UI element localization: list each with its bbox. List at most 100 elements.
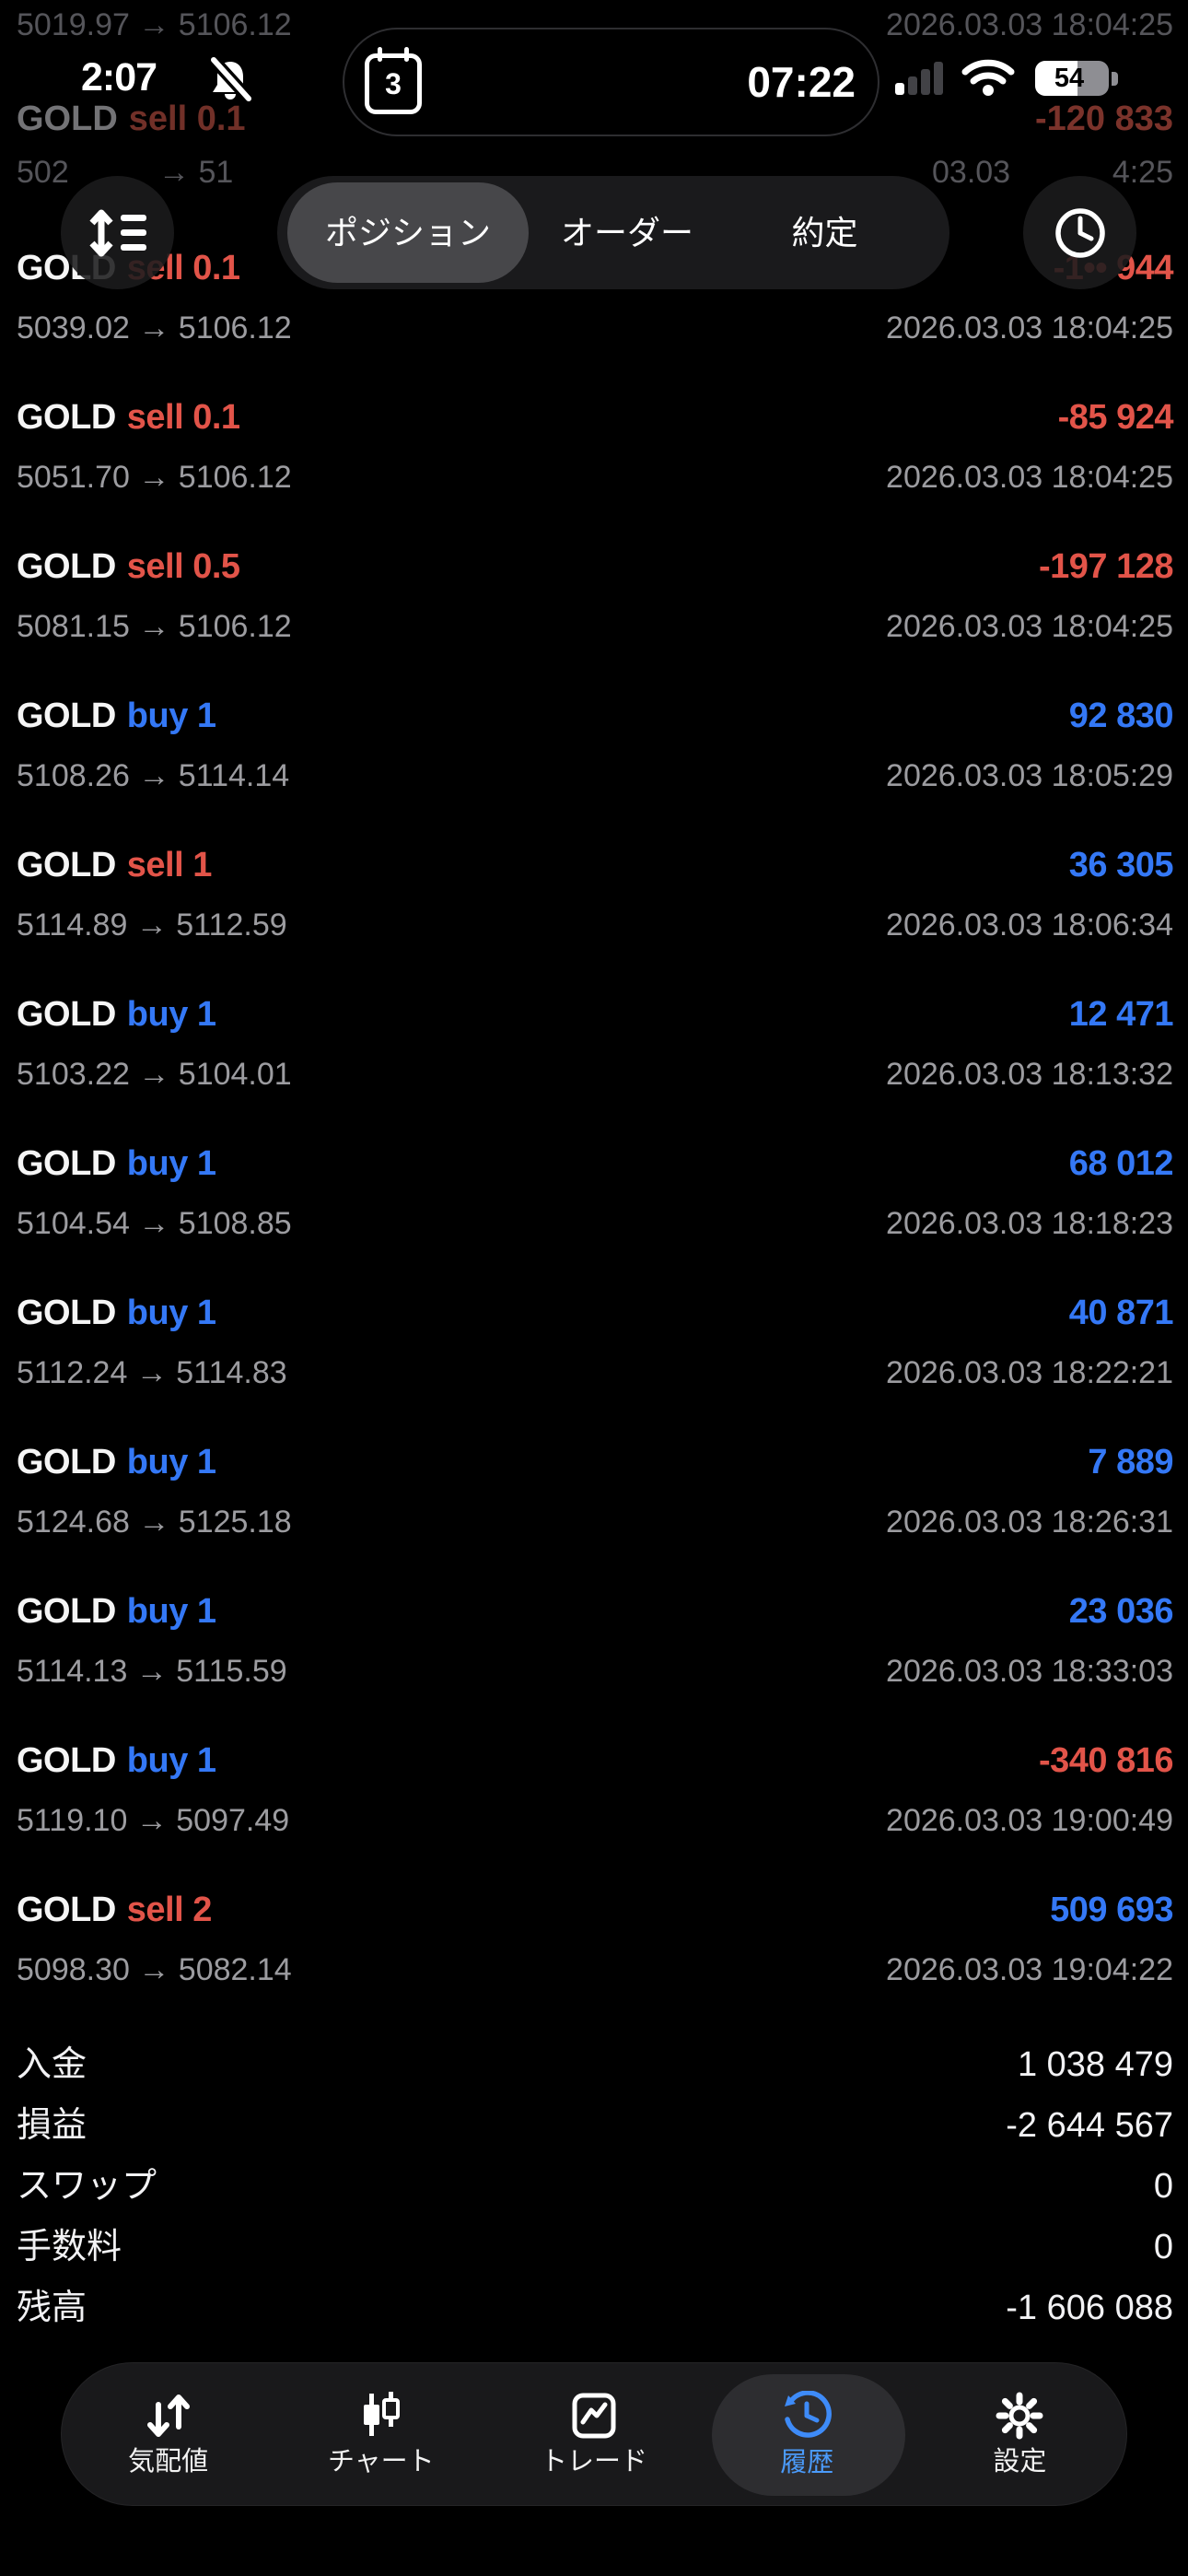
trade-side: sell 2	[126, 1891, 213, 1929]
trade-prices: 5114.13 → 5115.59	[17, 1654, 287, 1689]
trade-row[interactable]: GOLD sell 1 36 305 5114.89 → 5112.59 2026…	[17, 844, 1174, 993]
trade-datetime: 2026.03.03 18:04:25	[886, 310, 1173, 345]
tab-deals[interactable]: 約定	[791, 214, 858, 252]
dynamic-island[interactable]: 3 07:22	[343, 28, 879, 136]
trade-side: buy 1	[126, 995, 216, 1034]
trade-title: GOLD buy 1	[17, 1441, 216, 1483]
trade-symbol: GOLD	[17, 1592, 116, 1631]
nav-label: チャート	[327, 2447, 435, 2476]
gear-icon	[996, 2392, 1043, 2440]
nav-item-charts[interactable]: チャート	[274, 2363, 487, 2505]
trade-prices: 5119.10 → 5097.49	[17, 1803, 290, 1838]
trade-prices: 5051.70 → 5106.12	[17, 460, 292, 495]
trade-symbol: GOLD	[17, 846, 116, 884]
nav-item-quotes[interactable]: 気配値	[62, 2363, 274, 2505]
ghost-symbol: GOLD	[17, 100, 118, 138]
summary-row: 手数料 0	[17, 2217, 1173, 2277]
trade-symbol: GOLD	[17, 697, 116, 735]
trade-row[interactable]: GOLD sell 2 509 693 5098.30 → 5082.14 202…	[17, 1889, 1173, 2038]
trade-datetime: 2026.03.03 18:06:34	[886, 907, 1173, 943]
bottom-nav: 気配値 チャート トレード	[61, 2362, 1127, 2506]
trade-prices: 5081.15 → 5106.12	[17, 609, 292, 644]
nav-item-trade[interactable]: トレード	[487, 2363, 700, 2505]
status-time: 2:07	[81, 55, 157, 100]
nav-item-settings[interactable]: 設定	[914, 2363, 1126, 2505]
trade-profit: 92 830	[1068, 697, 1174, 735]
sort-button[interactable]	[61, 176, 174, 289]
trade-title: GOLD sell 1	[17, 844, 212, 886]
nav-item-history[interactable]: 履歴	[701, 2363, 914, 2505]
trade-datetime: 2026.03.03 18:04:25	[886, 460, 1173, 495]
trade-symbol: GOLD	[17, 1891, 116, 1929]
ghost-frag: 03.03	[932, 155, 1011, 190]
trade-prices: 5112.24 → 5114.83	[17, 1355, 287, 1390]
trade-row[interactable]: GOLD buy 1 12 471 5103.22 → 5104.01 2026.…	[17, 993, 1174, 1142]
nav-label: 履歴	[780, 2448, 834, 2477]
trade-symbol: GOLD	[17, 547, 116, 586]
trade-side: sell 0.5	[126, 547, 240, 586]
summary-label: 入金	[17, 2045, 87, 2084]
battery-icon: 54	[1035, 61, 1109, 96]
ghost-datetime: 2026.03.03 18:04:25	[886, 7, 1173, 42]
wifi-icon	[961, 59, 1015, 98]
trade-row[interactable]: GOLD buy 1 -340 816 5119.10 → 5097.49 202…	[17, 1739, 1174, 1889]
trade-row[interactable]: GOLD buy 1 68 012 5104.54 → 5108.85 2026.…	[17, 1142, 1174, 1292]
quotes-arrows-icon	[146, 2395, 190, 2437]
trade-datetime: 2026.03.03 19:04:22	[886, 1952, 1173, 1987]
summary-value: 1 038 479	[1017, 2045, 1173, 2084]
tab-orders[interactable]: オーダー	[560, 214, 693, 252]
trade-profit: -85 924	[1057, 398, 1174, 437]
selected-tab-pill	[287, 182, 529, 283]
trade-row[interactable]: GOLD buy 1 92 830 5108.26 → 5114.14 2026.…	[17, 695, 1174, 844]
trade-title: GOLD buy 1	[17, 695, 216, 737]
trade-row[interactable]: GOLD buy 1 23 036 5114.13 → 5115.59 2026.…	[17, 1590, 1174, 1739]
trade-prices: 5114.89 → 5112.59	[17, 907, 287, 943]
trade-row[interactable]: GOLD sell 0.5 -197 128 5081.15 → 5106.12 …	[17, 545, 1174, 695]
ghost-side: sell 0.1	[128, 100, 246, 138]
candlestick-icon	[363, 2392, 400, 2436]
battery-nub	[1112, 72, 1118, 86]
trade-datetime: 2026.03.03 18:22:21	[886, 1355, 1173, 1390]
trade-side: buy 1	[126, 1741, 216, 1780]
trade-datetime: 2026.03.03 18:18:23	[886, 1206, 1173, 1241]
history-period-button[interactable]	[1023, 176, 1136, 289]
trade-profit: -197 128	[1038, 547, 1174, 586]
ghost-profit: -120 833	[1034, 100, 1173, 138]
summary-label: スワップ	[17, 2167, 157, 2206]
ghost-prices: 5019.97 → 5106.12	[17, 7, 292, 42]
trade-profit: -340 816	[1038, 1741, 1174, 1780]
trade-symbol: GOLD	[17, 1294, 116, 1332]
trade-title: GOLD buy 1	[17, 1590, 216, 1633]
trade-profit: 36 305	[1068, 846, 1174, 884]
tab-positions[interactable]: ポジション	[324, 214, 491, 252]
trade-title: GOLD sell 2	[17, 1889, 212, 1931]
summary-value: 0	[1153, 2167, 1173, 2206]
trade-symbol: GOLD	[17, 995, 116, 1034]
trade-prices: 5103.22 → 5104.01	[17, 1057, 292, 1092]
trade-profit: 23 036	[1068, 1592, 1174, 1631]
trade-prices: 5098.30 → 5082.14	[17, 1952, 292, 1987]
trade-prices: 5104.54 → 5108.85	[17, 1206, 292, 1241]
trade-datetime: 2026.03.03 18:13:32	[886, 1057, 1173, 1092]
trade-profit: 12 471	[1068, 995, 1174, 1034]
account-summary: 入金 1 038 479 損益 -2 644 567 スワップ 0 手数料 0 …	[0, 2034, 1188, 2338]
trade-title: GOLD buy 1	[17, 993, 216, 1036]
trade-row[interactable]: GOLD buy 1 7 889 5124.68 → 5125.18 2026.0…	[17, 1441, 1173, 1590]
trade-datetime: 2026.03.03 18:33:03	[886, 1654, 1173, 1689]
trade-datetime: 2026.03.03 18:05:29	[886, 758, 1173, 793]
summary-row: 残高 -1 606 088	[17, 2277, 1173, 2338]
trade-row[interactable]: GOLD buy 1 40 871 5112.24 → 5114.83 2026.…	[17, 1292, 1174, 1441]
signal-strength-icon	[895, 59, 943, 96]
nav-label: 設定	[993, 2447, 1047, 2476]
trade-row[interactable]: GOLD sell 0.1 -85 924 5051.70 → 5106.12 2…	[17, 396, 1174, 545]
summary-row: 損益 -2 644 567	[17, 2095, 1173, 2156]
summary-row: 入金 1 038 479	[17, 2034, 1173, 2095]
nav-label: 気配値	[128, 2447, 209, 2476]
trade-symbol: GOLD	[17, 1144, 116, 1183]
trade-side: sell 0.1	[126, 398, 240, 437]
battery-percent: 54	[1054, 64, 1085, 93]
history-clock-icon	[785, 2391, 833, 2438]
trade-prices: 5039.02 → 5106.12	[17, 310, 292, 345]
